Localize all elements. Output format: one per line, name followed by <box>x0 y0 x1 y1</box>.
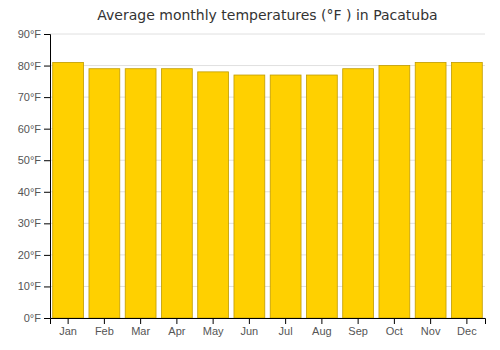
x-axis: Jan Feb Mar Apr May Jun Jul Aug Sep Oct Nov Dec <box>51 318 486 337</box>
bar <box>379 66 410 318</box>
x-tick-label: Nov <box>421 325 441 337</box>
x-tick-label: Feb <box>95 325 114 337</box>
y-tick-label: 0°F <box>24 312 42 324</box>
bar <box>125 69 156 318</box>
x-tick-mark <box>140 318 141 324</box>
bar <box>53 62 84 318</box>
y-tick-label: 70°F <box>18 91 42 103</box>
x-tick-label: Oct <box>386 325 403 337</box>
y-tick-mark <box>44 97 50 98</box>
x-tick-label: Sep <box>348 325 368 337</box>
y-tick-label: 90°F <box>18 28 42 40</box>
x-tick: Jun <box>241 318 259 337</box>
y-tick-mark <box>44 34 50 35</box>
x-tick-mark <box>249 318 250 324</box>
y-tick-mark <box>44 129 50 130</box>
x-tick-mark <box>321 318 322 324</box>
y-axis: 0°F 10°F 20°F 30°F 40°F 50°F 60°F 70°F 80°F 90°F <box>18 28 51 324</box>
x-tick: Jul <box>279 318 293 337</box>
y-tick: 60°F <box>18 123 50 135</box>
x-tick: Aug <box>312 318 332 337</box>
y-tick: 50°F <box>18 154 50 166</box>
bar <box>161 69 192 318</box>
x-tick: Feb <box>95 318 114 337</box>
y-tick-label: 20°F <box>18 249 42 261</box>
bar <box>89 69 120 318</box>
x-tick: Mar <box>131 318 150 337</box>
x-tick-mark <box>104 318 105 324</box>
bar <box>234 75 265 318</box>
x-tick: Sep <box>348 318 368 337</box>
x-tick-mark <box>394 318 395 324</box>
x-tick: May <box>203 318 224 337</box>
chart: Jan Feb Mar Apr May Jun Jul Aug Sep Oct Nov Dec 0°F 1… <box>0 0 500 350</box>
x-tick-mark <box>176 318 177 324</box>
y-tick: 30°F <box>18 217 50 229</box>
y-tick-mark <box>44 255 50 256</box>
y-tick: 80°F <box>18 60 50 72</box>
y-tick: 70°F <box>18 91 50 103</box>
x-tick-mark <box>68 318 69 324</box>
x-tick-label: Jul <box>279 325 293 337</box>
x-tick: Apr <box>168 318 185 337</box>
x-tick-mark <box>430 318 431 324</box>
y-tick-label: 80°F <box>18 60 42 72</box>
y-tick-label: 30°F <box>18 217 42 229</box>
y-tick-mark <box>44 192 50 193</box>
x-axis-line <box>51 319 486 325</box>
x-tick-label: Dec <box>457 325 477 337</box>
x-tick-label: Jan <box>59 325 77 337</box>
x-tick-label: Apr <box>168 325 185 337</box>
x-tick-mark <box>358 318 359 324</box>
bar <box>451 62 482 318</box>
bar <box>270 75 301 318</box>
x-tick-mark <box>213 318 214 324</box>
x-tick-label: May <box>203 325 224 337</box>
x-tick: Oct <box>386 318 403 337</box>
y-tick-label: 10°F <box>18 280 42 292</box>
y-tick-label: 50°F <box>18 154 42 166</box>
x-tick-mark <box>466 318 467 324</box>
x-tick: Jan <box>59 318 77 337</box>
x-tick: Nov <box>421 318 441 337</box>
y-tick-mark <box>44 286 50 287</box>
y-axis-line <box>44 35 51 319</box>
x-tick-mark <box>285 318 286 324</box>
bar <box>343 69 374 318</box>
y-tick-label: 40°F <box>18 186 42 198</box>
y-tick: 20°F <box>18 249 50 261</box>
y-tick: 10°F <box>18 280 50 292</box>
grid <box>50 34 485 318</box>
y-tick: 90°F <box>18 28 50 40</box>
title: Average monthly temperatures (°F ) in Pa… <box>97 7 437 23</box>
y-tick-mark <box>44 66 50 67</box>
x-tick-label: Aug <box>312 325 332 337</box>
y-tick: 0°F <box>24 312 50 324</box>
bars <box>53 62 483 318</box>
bar <box>415 62 446 318</box>
grid-line <box>50 34 485 35</box>
x-tick-label: Jun <box>241 325 259 337</box>
y-tick-label: 60°F <box>18 123 42 135</box>
x-tick: Dec <box>457 318 477 337</box>
y-tick-mark <box>44 318 50 319</box>
plot-area: Jan Feb Mar Apr May Jun Jul Aug Sep Oct Nov Dec 0°F 1… <box>18 28 486 337</box>
bar <box>198 72 229 318</box>
y-tick-mark <box>44 223 50 224</box>
y-tick-mark <box>44 160 50 161</box>
bar <box>306 75 337 318</box>
y-tick: 40°F <box>18 186 50 198</box>
x-tick-label: Mar <box>131 325 150 337</box>
